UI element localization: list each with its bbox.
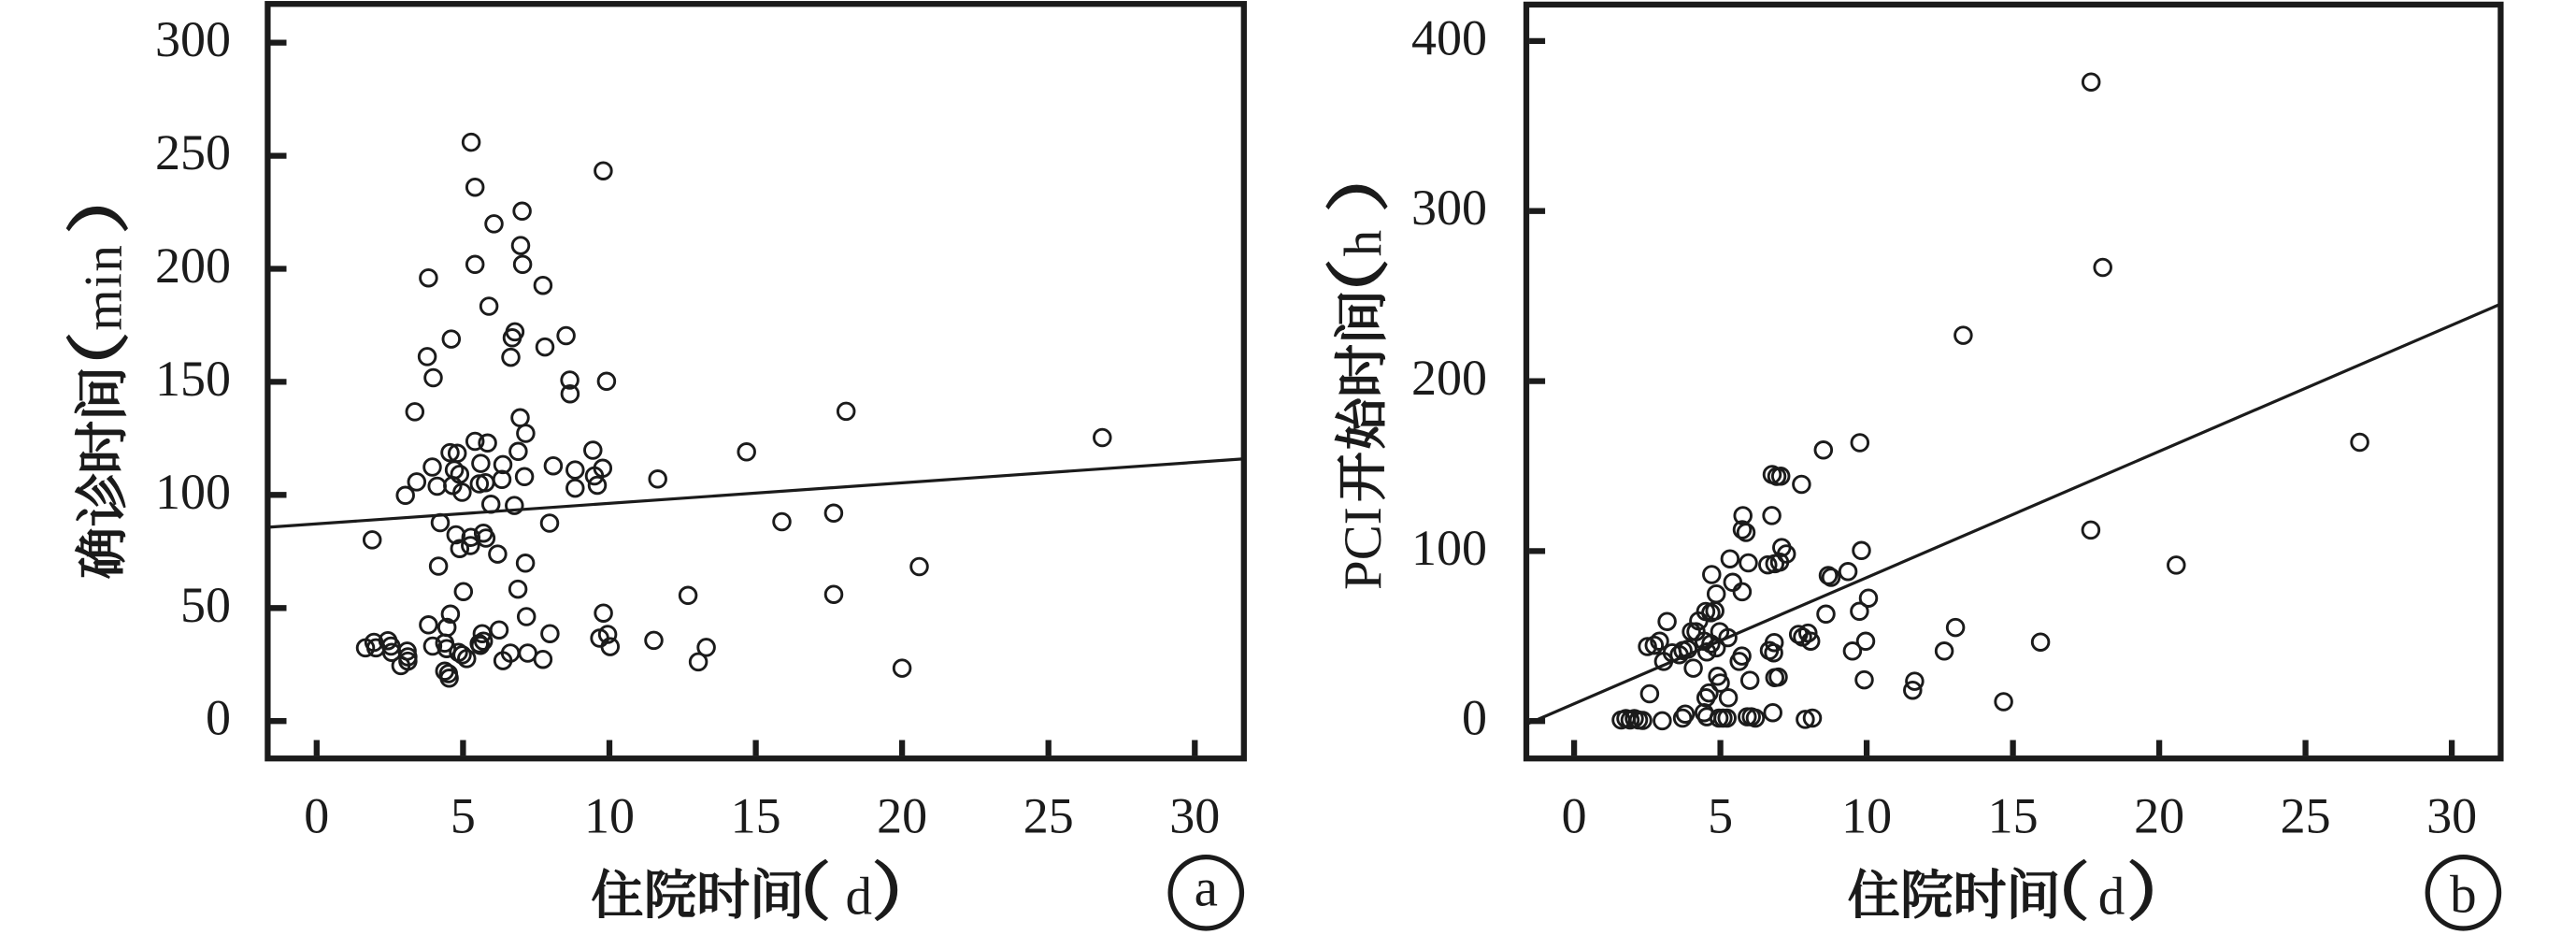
svg-text:20: 20 <box>877 788 927 844</box>
svg-text:100: 100 <box>155 464 231 520</box>
svg-text:10: 10 <box>1841 788 1892 844</box>
svg-text:50: 50 <box>180 577 231 633</box>
svg-text:b: b <box>2450 866 2477 925</box>
svg-text:200: 200 <box>1411 350 1487 406</box>
svg-text:300: 300 <box>1411 180 1487 236</box>
svg-text:300: 300 <box>155 11 231 67</box>
svg-text:10: 10 <box>584 788 635 844</box>
svg-text:a: a <box>1195 859 1218 918</box>
svg-text:25: 25 <box>2281 788 2331 844</box>
svg-text:PCI: PCI <box>1334 507 1393 590</box>
svg-text:100: 100 <box>1411 520 1487 576</box>
svg-text:0: 0 <box>1462 690 1487 746</box>
svg-text:0: 0 <box>206 690 231 746</box>
svg-text:h: h <box>1334 230 1393 257</box>
svg-text:0: 0 <box>304 788 329 844</box>
svg-text:5: 5 <box>451 788 476 844</box>
svg-text:0: 0 <box>1562 788 1587 844</box>
svg-text:250: 250 <box>155 124 231 180</box>
svg-text:25: 25 <box>1023 788 1074 844</box>
svg-text:150: 150 <box>155 351 231 407</box>
svg-text:15: 15 <box>1988 788 2039 844</box>
svg-text:min: min <box>74 244 133 331</box>
svg-text:30: 30 <box>2426 788 2477 844</box>
svg-text:d: d <box>845 868 872 927</box>
svg-text:200: 200 <box>155 237 231 294</box>
svg-text:d: d <box>2098 868 2125 927</box>
svg-text:20: 20 <box>2134 788 2184 844</box>
svg-text:400: 400 <box>1411 9 1487 65</box>
svg-text:5: 5 <box>1708 788 1733 844</box>
svg-text:30: 30 <box>1169 788 1220 844</box>
svg-text:15: 15 <box>731 788 781 844</box>
